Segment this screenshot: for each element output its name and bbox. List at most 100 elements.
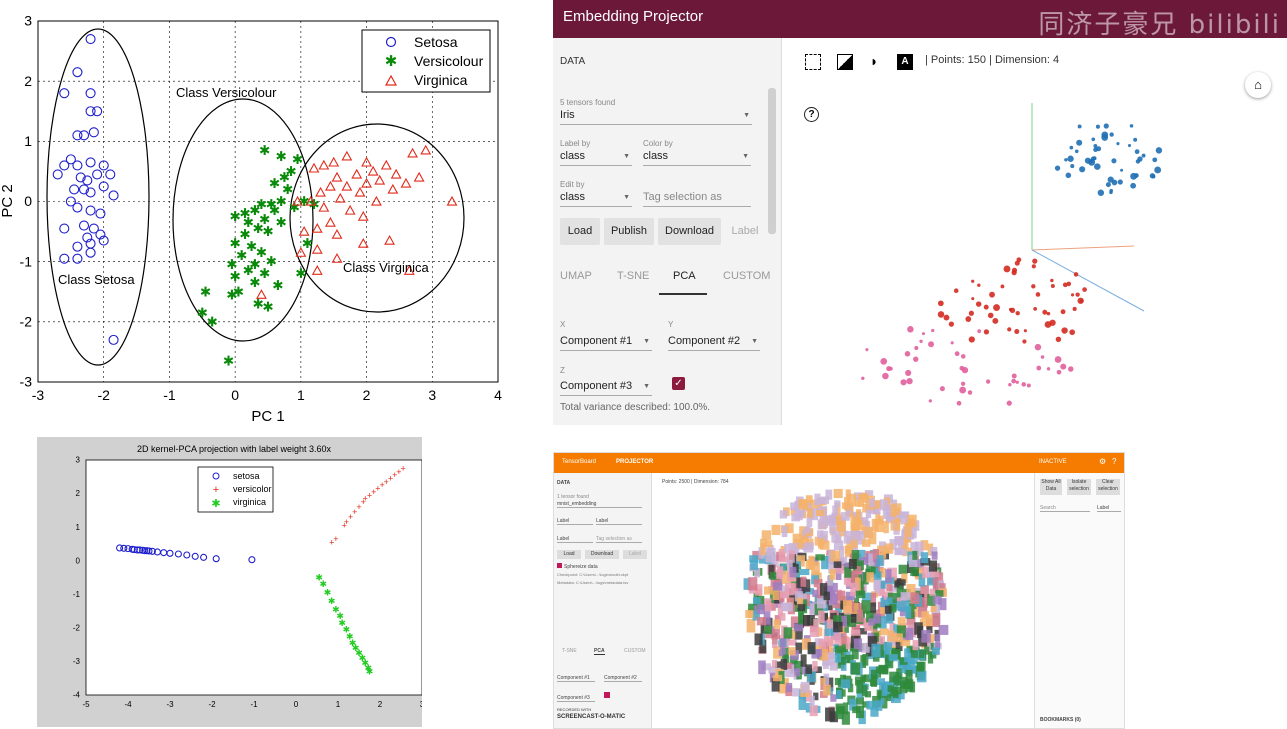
y-component-select[interactable]: Component #2 [604, 675, 642, 682]
mnist-thumbnail [743, 578, 751, 590]
embedding-point [977, 329, 982, 334]
mnist-thumbnail [763, 617, 771, 625]
mnist-thumbnail [789, 629, 796, 639]
mnist-thumbnail [841, 615, 847, 628]
home-icon[interactable]: ⌂ [1245, 72, 1271, 98]
embedding-point [1152, 157, 1158, 163]
color-by-select[interactable]: class ▼ [643, 150, 751, 166]
moon-icon[interactable]: ◗ [869, 53, 879, 69]
mnist-thumbnail [850, 516, 860, 530]
mnist-thumbnail [877, 545, 887, 559]
color-by-select[interactable]: Label [596, 518, 642, 525]
x-component-select[interactable]: Component #1 ▼ [560, 335, 652, 351]
mnist-thumbnail [938, 624, 949, 635]
load-button[interactable]: Load [560, 218, 600, 245]
edit-by-select[interactable]: Label [557, 536, 593, 543]
x-tick-label: 4 [494, 387, 502, 403]
versicolor-point: + [371, 487, 376, 497]
mnist-thumbnail [754, 567, 761, 578]
y-tick-label: 1 [76, 523, 81, 532]
y-component-select[interactable]: Component #2 ▼ [668, 335, 760, 351]
mnist-thumbnail [768, 666, 777, 674]
scrollbar[interactable] [768, 88, 776, 234]
mnist-thumbnail [793, 556, 801, 568]
bounding-box-select-icon[interactable] [805, 54, 821, 70]
embedding-point [1000, 284, 1005, 289]
embedding-point [880, 357, 888, 365]
color-by-label: Color by [643, 139, 673, 148]
embedding-point [956, 400, 962, 406]
stats: Points: 2500 | Dimension: 784 [662, 479, 729, 485]
clear-selection-button[interactable]: Clear selection [1096, 479, 1120, 495]
labels-toggle-icon[interactable]: A [897, 54, 913, 70]
embedding-point [1093, 147, 1098, 153]
label-by-select[interactable]: Label [557, 518, 593, 525]
z-enabled-checkbox[interactable] [604, 692, 610, 698]
z-enabled-checkbox[interactable]: ✓ [672, 377, 685, 390]
label-button[interactable]: Label [623, 550, 647, 559]
night-mode-icon[interactable] [837, 54, 853, 70]
embedding-point [1091, 137, 1096, 142]
dimension-count: Dimension: 4 [994, 54, 1060, 66]
tab-tsne[interactable]: T-SNE [562, 648, 577, 654]
x-component-select[interactable]: Component #1 [557, 675, 595, 682]
virginica-point: ✱ [338, 618, 346, 628]
z-component-select[interactable]: Component #3 [557, 695, 595, 702]
embedding-point [1129, 124, 1134, 128]
z-component-select[interactable]: Component #3 ▼ [560, 380, 652, 396]
dataset-select[interactable]: mnist_embedding [557, 501, 642, 508]
mnist-thumbnail [796, 597, 804, 608]
dataset-select[interactable]: Iris ▼ [560, 109, 752, 125]
inactive-dropdown[interactable]: INACTIVE [1039, 459, 1067, 465]
mnist-thumbnail [815, 554, 825, 561]
tag-selection-input[interactable]: Tag selection as [596, 536, 642, 543]
search-by-select[interactable]: Label [1097, 505, 1121, 512]
projector-tab[interactable]: PROJECTOR [616, 459, 654, 465]
mnist-thumbnail [930, 569, 940, 578]
download-button[interactable]: Download [658, 218, 721, 245]
setosa-point [72, 253, 83, 264]
mnist-thumbnail [850, 662, 861, 675]
tab-tsne[interactable]: T-SNE [617, 270, 650, 282]
mnist-thumbnail [862, 701, 870, 708]
annotation-setosa: Class Setosa [58, 272, 135, 287]
mnist-thumbnail [897, 542, 907, 555]
help-icon[interactable]: ? [804, 107, 819, 122]
x-tick-label: 3 [428, 387, 436, 403]
tab-custom[interactable]: CUSTOM [723, 270, 771, 282]
mnist-embedding-view[interactable] [652, 473, 1033, 729]
projector-stats: | Points: 150 | Dimension: 4 [925, 54, 1060, 66]
variance-described: Total variance described: 100.0%. [560, 402, 711, 413]
edit-by-select[interactable]: class ▼ [560, 191, 632, 207]
mnist-thumbnail [778, 548, 786, 556]
mnist-thumbnail [927, 593, 936, 606]
y-tick-label: -2 [73, 624, 81, 633]
embedding-point [904, 351, 911, 357]
3d-scatter-view[interactable] [782, 38, 1287, 425]
tab-pca[interactable]: PCA [594, 648, 605, 655]
mnist-thumbnail [836, 590, 846, 601]
embedding-point [1141, 153, 1146, 158]
sphereize-checkbox[interactable]: Sphereize data [557, 563, 598, 570]
label-by-select[interactable]: class ▼ [560, 150, 632, 166]
x-tick-label: -2 [97, 387, 110, 403]
show-all-data-button[interactable]: Show All Data [1040, 479, 1062, 495]
tag-selection-input[interactable]: Tag selection as [643, 191, 751, 207]
mnist-thumbnail [761, 530, 772, 540]
embedding-point [919, 339, 923, 343]
help-icon[interactable]: ? [1112, 457, 1117, 466]
isolate-selection-button[interactable]: Isolate selection [1067, 479, 1091, 495]
download-button[interactable]: Download [585, 550, 619, 559]
tab-umap[interactable]: UMAP [560, 270, 592, 282]
mnist-thumbnail [928, 560, 938, 572]
gear-icon[interactable]: ⚙ [1099, 457, 1107, 466]
mnist-thumbnail [857, 493, 865, 507]
search-input[interactable]: Search [1040, 505, 1090, 512]
mnist-thumbnail [826, 619, 834, 629]
tab-custom[interactable]: CUSTOM [624, 648, 646, 654]
setosa-point [88, 223, 99, 234]
load-button[interactable]: Load [557, 550, 581, 559]
publish-button[interactable]: Publish [604, 218, 654, 245]
label-button[interactable]: Label [731, 225, 759, 237]
tab-pca[interactable]: PCA [673, 270, 696, 282]
